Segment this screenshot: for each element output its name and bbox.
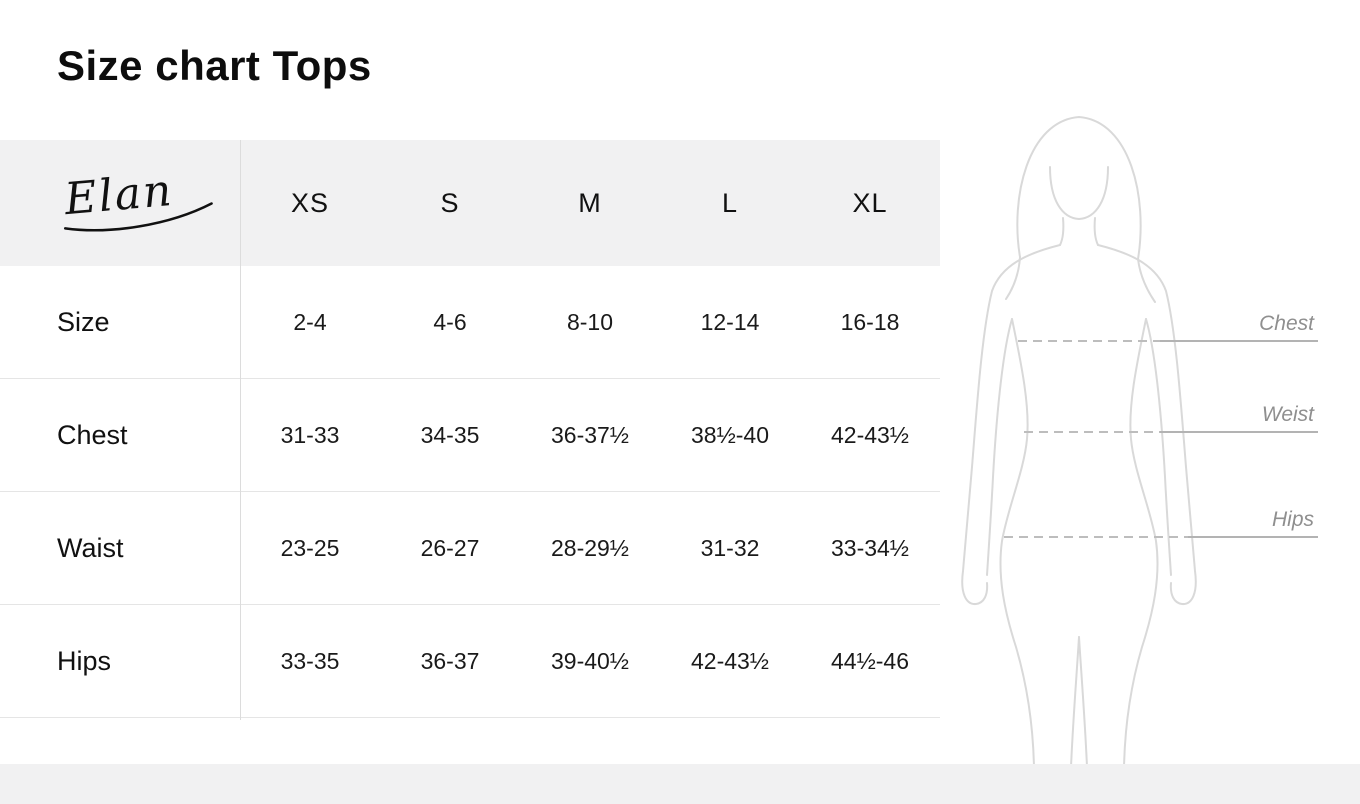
size-value-xl: 16-18 [840,308,900,335]
chest-value-s: 34-35 [420,421,480,448]
size-value-xs: 2-4 [293,308,327,335]
hips-value-xs: 33-35 [280,647,340,674]
hips-measure-label: Hips [1271,508,1314,531]
table-row-size: Size 2-4 4-6 8-10 12-14 16-18 [0,266,940,379]
column-header-s: S [440,187,460,218]
chest-value-l: 38½-40 [690,421,769,448]
hips-value-s: 36-37 [420,647,480,674]
chest-value-xl: 42-43½ [830,421,909,448]
table-header-row: Elan XS S M L XL [0,140,940,266]
column-header-l: L [721,187,739,218]
brand-logo: Elan [61,164,213,231]
hips-measure-solid-line [1188,536,1318,538]
hips-value-xl: 44½-46 [830,647,909,674]
column-header-xs: XS [290,187,330,218]
size-value-m: 8-10 [566,308,614,335]
row-label-chest: Chest [57,419,128,450]
hips-value-m: 39-40½ [550,647,629,674]
hips-measure-dashed-line [1004,536,1188,538]
chest-value-xs: 31-33 [280,421,340,448]
waist-value-m: 28-29½ [550,534,629,561]
table-row-waist: Waist 23-25 26-27 28-29½ 31-32 33-34½ [0,492,940,605]
column-header-m: M [578,187,602,218]
row-label-waist: Waist [57,532,124,563]
brand-logo-text: Elan [61,164,175,224]
waist-measure-label: Weist [1261,403,1314,426]
row-label-hips: Hips [57,645,112,676]
waist-measure-dashed-line [1024,431,1160,433]
waist-value-xl: 33-34½ [830,534,909,561]
size-value-l: 12-14 [700,308,760,335]
chest-value-m: 36-37½ [550,421,629,448]
chest-measure-solid-line [1160,340,1318,342]
waist-measure-solid-line [1160,431,1318,433]
table-row-chest: Chest 31-33 34-35 36-37½ 38½-40 42-43½ [0,379,940,492]
table-row-hips: Hips 33-35 36-37 39-40½ 42-43½ 44½-46 [0,605,940,718]
body-figure-illustration [961,115,1197,768]
column-header-xl: XL [852,187,888,218]
chest-measure-dashed-line [1018,340,1160,342]
row-label-size: Size [57,306,110,337]
brand-cell: Elan [0,160,240,247]
waist-value-l: 31-32 [700,534,760,561]
hips-value-l: 42-43½ [690,647,769,674]
size-value-s: 4-6 [433,308,467,335]
size-table: Elan XS S M L XL Size 2-4 4-6 8-10 12-14… [0,140,940,718]
table-column-divider [240,140,241,720]
waist-value-s: 26-27 [420,534,480,561]
footer-bar [0,764,1360,804]
page-title: Size chart Tops [57,42,372,89]
waist-value-xs: 23-25 [280,534,340,561]
chest-measure-label: Chest [1259,312,1314,335]
